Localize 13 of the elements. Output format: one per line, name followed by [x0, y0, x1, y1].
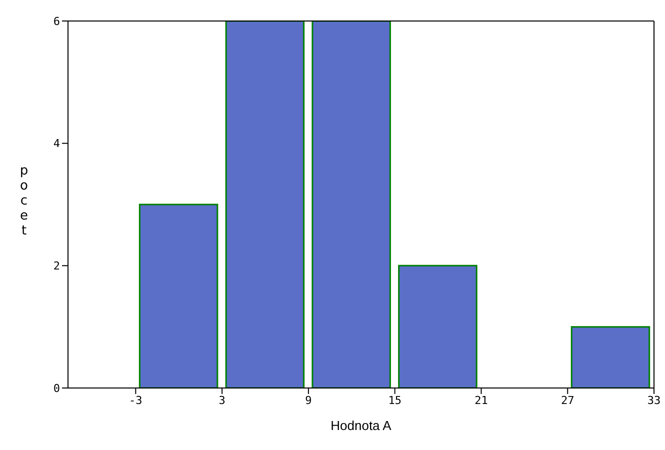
x-tick-label: 33 [647, 394, 661, 407]
x-tick-label: -3 [129, 394, 142, 407]
y-tick-label: 0 [53, 382, 60, 395]
x-tick-label: 15 [388, 394, 402, 407]
x-tick-label: 27 [560, 394, 574, 407]
y-tick-label: 4 [53, 137, 60, 150]
y-tick-label: 2 [53, 260, 60, 273]
x-tick-label: 3 [218, 394, 226, 407]
y-tick-label: 6 [53, 14, 60, 28]
x-tick-label: 9 [305, 394, 312, 407]
x-tick-label: 21 [474, 394, 488, 407]
y-axis-title: pocet [20, 164, 28, 238]
x-axis-title: Hodnota A [330, 418, 392, 433]
